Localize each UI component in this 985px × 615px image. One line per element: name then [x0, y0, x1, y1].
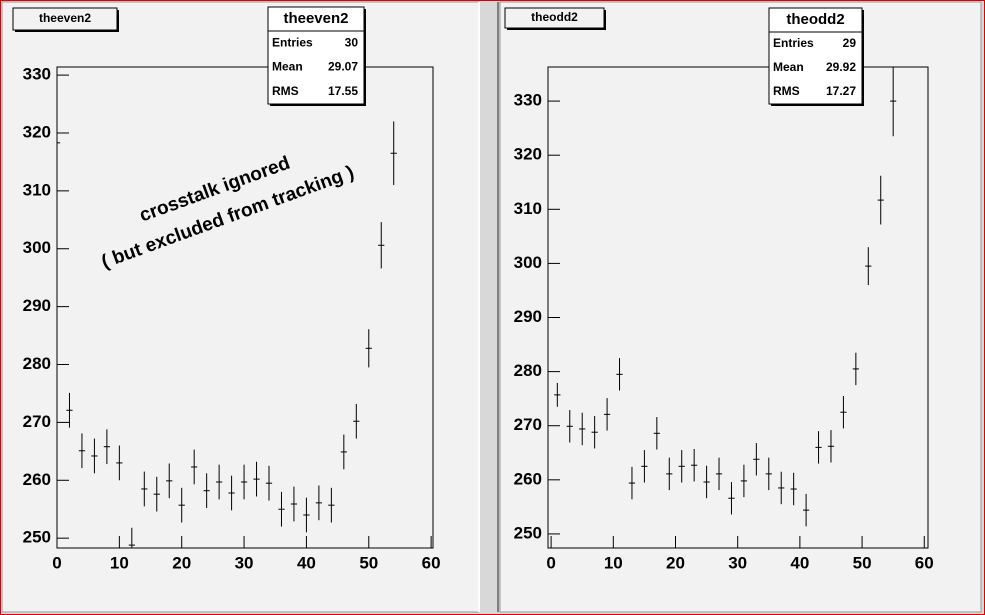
x-tick-label: 30 [728, 553, 747, 572]
y-tick-label: 300 [514, 253, 542, 272]
stats-box [267, 6, 365, 105]
stats-value: 29 [843, 36, 857, 50]
stats-value: 29.07 [328, 60, 358, 74]
x-tick-label: 40 [790, 553, 809, 572]
y-tick-label: 270 [514, 415, 542, 434]
x-tick-label: 60 [915, 553, 934, 572]
x-tick-label: 60 [422, 553, 441, 572]
stats-title: theeven2 [283, 10, 348, 27]
stats-box [768, 7, 863, 105]
y-tick-label: 310 [514, 199, 542, 218]
stats-label: RMS [272, 84, 299, 98]
stats-value: 30 [345, 35, 359, 49]
y-tick-label: 290 [514, 307, 542, 326]
x-tick-label: 10 [604, 553, 623, 572]
plot-frame [547, 66, 929, 549]
y-tick-label: 330 [514, 91, 542, 110]
x-tick-label: 30 [235, 553, 254, 572]
stats-label: Mean [272, 60, 303, 74]
data-points [554, 67, 897, 527]
stats-label: Entries [272, 35, 313, 49]
x-tick-label: 40 [297, 553, 316, 572]
y-tick-label: 330 [23, 65, 51, 84]
x-tick-label: 20 [172, 553, 191, 572]
stats-value: 17.27 [826, 84, 856, 98]
y-tick-label: 320 [514, 145, 542, 164]
hist-title: theodd2 [531, 10, 578, 24]
x-tick-label: 10 [110, 553, 129, 572]
y-tick-label: 320 [23, 122, 51, 141]
y-tick-label: 250 [23, 528, 51, 547]
y-tick-label: 260 [514, 469, 542, 488]
data-points [57, 121, 397, 548]
title-box [504, 7, 605, 29]
y-tick-label: 250 [514, 523, 542, 542]
x-tick-label: 0 [546, 553, 555, 572]
y-tick-label: 270 [23, 412, 51, 431]
title-box [12, 7, 118, 31]
stats-title: theodd2 [786, 11, 844, 28]
stats-value: 17.55 [328, 84, 358, 98]
y-tick-label: 280 [23, 354, 51, 373]
x-tick-label: 0 [52, 553, 61, 572]
y-tick-label: 260 [23, 470, 51, 489]
x-tick-label: 20 [666, 553, 685, 572]
hist-title: theeven2 [39, 11, 91, 25]
x-tick-label: 50 [853, 553, 872, 572]
plot-frame [56, 66, 434, 549]
stats-label: Entries [773, 36, 814, 50]
y-tick-label: 280 [514, 361, 542, 380]
y-tick-label: 300 [23, 238, 51, 257]
stats-label: Mean [773, 60, 804, 74]
stats-label: RMS [773, 84, 800, 98]
x-tick-label: 50 [359, 553, 378, 572]
y-tick-label: 290 [23, 296, 51, 315]
stats-value: 29.92 [826, 60, 856, 74]
y-tick-label: 310 [23, 180, 51, 199]
